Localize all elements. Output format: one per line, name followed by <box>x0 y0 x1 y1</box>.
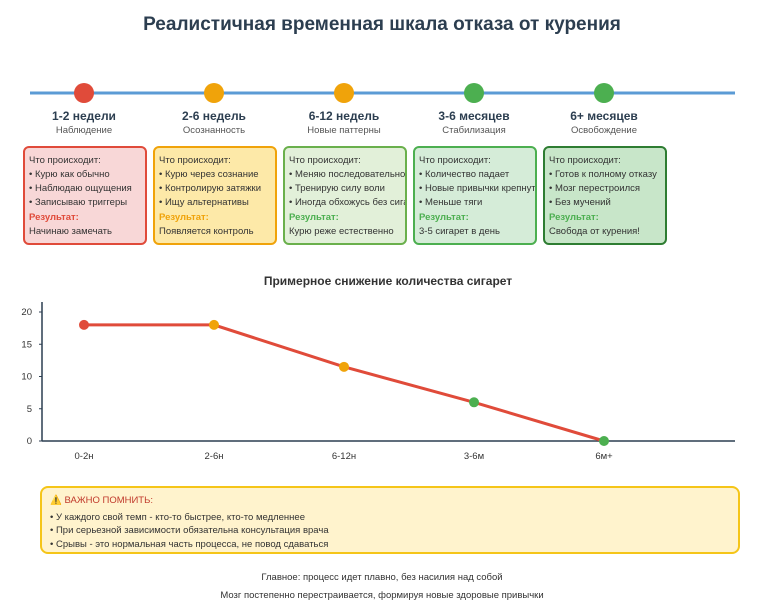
timeline-dot <box>594 83 614 103</box>
card-item: • Записываю триггеры <box>29 197 128 208</box>
stage-period: 2-6 недель <box>182 109 246 123</box>
x-tick-label: 6м+ <box>595 451 613 462</box>
data-point <box>209 319 219 330</box>
card-item: • Тренирую силу воли <box>289 183 385 194</box>
stage-period: 6+ месяцев <box>570 109 638 123</box>
stage-phase: Осознанность <box>183 125 245 136</box>
card-item: • Контролирую затяжки <box>159 183 262 194</box>
result-text: Появляется контроль <box>159 226 254 237</box>
note-item: • При серьезной зависимости обязательна … <box>50 525 329 536</box>
card-item: • Без мучений <box>549 197 611 208</box>
timeline-dot <box>334 83 354 103</box>
result-text: Начинаю замечать <box>29 226 112 237</box>
note-item: • У каждого свой темп - кто-то быстрее, … <box>50 511 305 523</box>
stage-period: 3-6 месяцев <box>438 109 509 123</box>
result-label: Результат: <box>159 212 209 223</box>
footer-line: Главное: процесс идет плавно, без насили… <box>261 572 503 583</box>
card-item: • Готов к полному отказу <box>549 169 657 180</box>
card-heading: Что происходит: <box>29 155 101 166</box>
note-item: • Срывы - это нормальная часть процесса,… <box>50 538 329 550</box>
stage-card: Что происходит: • Меняю последовательност… <box>283 146 407 245</box>
card-item: • Новые привычки крепнут <box>419 183 536 194</box>
stage-period: 1-2 недели <box>52 109 116 123</box>
card-item: • Меняю последовательность <box>289 169 407 180</box>
footer-line: Мозг постепенно перестраивается, формиру… <box>220 590 544 601</box>
result-text: 3-5 сигарет в день <box>419 226 500 237</box>
x-tick-label: 0-2н <box>75 451 94 462</box>
chart-title: Примерное снижение количества сигарет <box>264 274 512 288</box>
y-tick-label: 15 <box>21 339 32 350</box>
card-item: • Ищу альтернативы <box>159 197 249 208</box>
card-heading: Что происходит: <box>289 155 361 166</box>
note: ⚠️ ВАЖНО ПОМНИТЬ: • У каждого свой темп -… <box>40 486 740 554</box>
stage-phase: Освобождение <box>571 125 637 136</box>
y-tick-label: 5 <box>27 404 32 415</box>
stage-card: Что происходит: • Курю через сознание • Ко… <box>153 146 277 245</box>
card-item: • Иногда обхожусь без сигарет <box>289 197 405 208</box>
result-label: Результат: <box>549 212 599 223</box>
y-tick-label: 0 <box>27 436 32 447</box>
data-point <box>599 436 609 446</box>
data-point <box>469 397 479 408</box>
data-line <box>84 323 605 443</box>
stage-phase: Наблюдение <box>56 125 112 136</box>
result-label: Результат: <box>419 212 469 223</box>
card-item: • Курю как обычно <box>29 169 110 180</box>
card-heading: Что происходит: <box>419 155 491 166</box>
stage-phase: Стабилизация <box>442 125 506 136</box>
page-title: Реалистичная временная шкала отказа от к… <box>143 14 621 35</box>
stage-phase: Новые паттерны <box>307 125 381 136</box>
data-point <box>339 361 349 372</box>
x-tick-label: 3-6м <box>464 451 484 462</box>
stage-card: Что происходит: • Готов к полному отказу •… <box>543 146 667 245</box>
stage-card: Что происходит: • Количество падает • Новы… <box>413 146 537 245</box>
x-tick-label: 2-6н <box>205 451 224 462</box>
timeline-dot <box>74 83 94 103</box>
result-label: Результат: <box>29 212 79 223</box>
y-tick-label: 20 <box>21 307 32 318</box>
result-text: Свобода от курения! <box>549 226 640 237</box>
y-tick-label: 10 <box>21 372 32 383</box>
x-tick-label: 6-12н <box>332 451 356 462</box>
card-heading: Что происходит: <box>549 155 621 166</box>
stage-period: 6-12 недель <box>309 109 380 123</box>
card-item: • Наблюдаю ощущения <box>29 183 132 194</box>
card-item: • Курю через сознание <box>159 169 259 180</box>
result-label: Результат: <box>289 212 339 223</box>
stage-card: Что происходит: • Курю как обычно • Наблюд… <box>23 146 147 245</box>
timeline-dot <box>464 83 484 103</box>
timeline-dot <box>204 83 224 103</box>
card-item: • Количество падает <box>419 169 510 180</box>
data-point <box>79 319 89 330</box>
card-heading: Что происходит: <box>159 155 231 166</box>
note-title: ⚠️ ВАЖНО ПОМНИТЬ: <box>50 495 153 506</box>
chart: 1-2 недели Наблюдение 2-6 недель Осознаннос… <box>21 83 735 462</box>
card-item: • Мозг перестроился <box>549 183 641 194</box>
card-item: • Меньше тяги <box>419 197 483 208</box>
result-text: Курю реже естественно <box>289 226 394 237</box>
